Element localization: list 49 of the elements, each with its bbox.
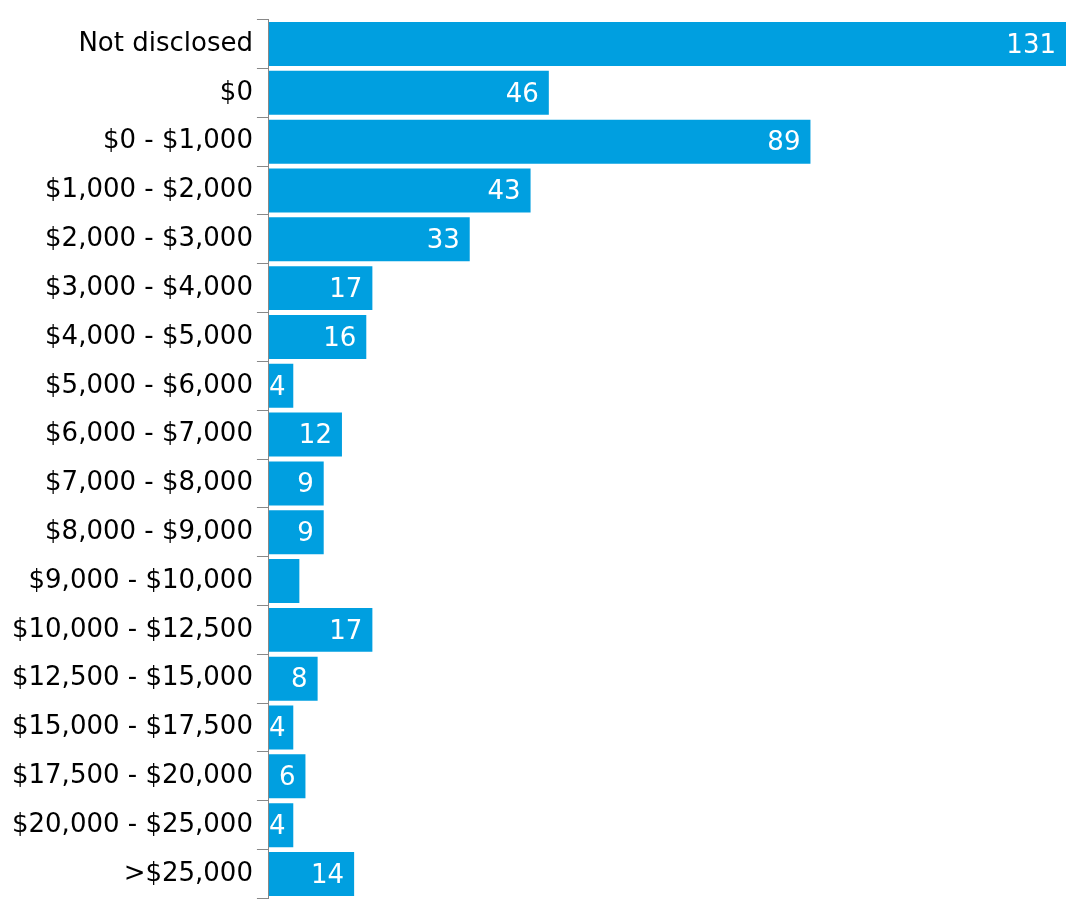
y-tick-label: $5,000 - $6,000 <box>45 368 253 399</box>
data-label: 89 <box>767 126 801 157</box>
y-tick-label: >$25,000 <box>123 856 253 887</box>
data-label: 4 <box>268 370 286 401</box>
y-tick-label: $0 - $1,000 <box>102 124 253 155</box>
bar <box>268 217 470 262</box>
data-label: 131 <box>1006 28 1056 59</box>
data-label: 46 <box>505 77 539 108</box>
bar <box>268 559 300 604</box>
data-label: 9 <box>297 516 314 547</box>
y-tick-label: $3,000 - $4,000 <box>45 270 253 301</box>
bar <box>268 70 549 115</box>
y-tick-label: $2,000 - $3,000 <box>45 222 253 253</box>
data-label: 14 <box>311 858 345 889</box>
bar <box>268 412 342 457</box>
y-tick-label: $6,000 - $7,000 <box>45 417 253 448</box>
bar <box>268 22 1066 66</box>
data-label: 43 <box>487 175 521 206</box>
bar <box>268 656 318 701</box>
bar <box>268 314 367 359</box>
y-tick-label: $17,500 - $20,000 <box>11 759 253 790</box>
y-tick-label: $0 <box>219 75 253 106</box>
bar <box>268 461 324 506</box>
data-label: 12 <box>298 419 332 450</box>
data-label: 33 <box>426 224 460 255</box>
y-tick-label: $7,000 - $8,000 <box>45 466 253 497</box>
bar <box>268 607 373 652</box>
bar <box>268 168 531 213</box>
data-label: 9 <box>297 468 314 499</box>
data-label: 17 <box>329 614 363 645</box>
y-tick-label: $1,000 - $2,000 <box>45 173 253 204</box>
y-tick-label: $4,000 - $5,000 <box>45 319 253 350</box>
y-tick-label: Not disclosed <box>78 26 253 57</box>
y-tick-label: $12,500 - $15,000 <box>11 661 253 692</box>
data-label: 17 <box>329 272 363 303</box>
y-tick-label: $9,000 - $10,000 <box>28 563 253 594</box>
data-label: 8 <box>291 663 308 694</box>
bar <box>268 119 811 164</box>
y-tick-label: $15,000 - $17,500 <box>11 710 253 741</box>
y-tick-label: $20,000 - $25,000 <box>11 807 253 838</box>
bar <box>268 852 355 896</box>
bar <box>268 510 324 555</box>
bar <box>268 266 373 311</box>
data-label: 4 <box>268 809 286 840</box>
data-label: 16 <box>323 321 357 352</box>
y-tick-label: $8,000 - $9,000 <box>45 514 253 545</box>
data-label: 6 <box>278 761 296 792</box>
y-tick-label: $10,000 - $12,500 <box>11 612 253 643</box>
data-label: 4 <box>268 712 286 743</box>
